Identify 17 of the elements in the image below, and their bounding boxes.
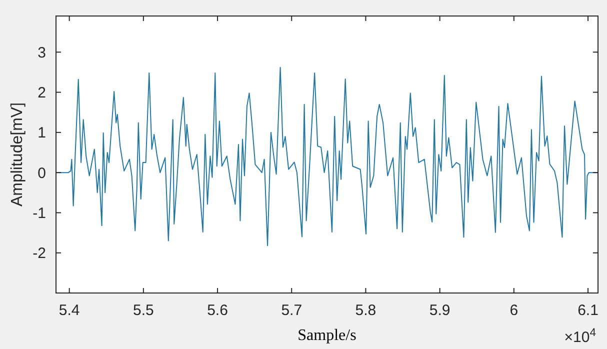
x-tick-label: 6.1	[578, 302, 598, 319]
x-tick-label: 5.9	[429, 302, 450, 319]
x-tick-label: 6	[510, 302, 518, 319]
y-tick-label: 2	[38, 84, 46, 102]
text: ×10$^{4}$	[564, 327, 596, 346]
x-tick-label: 5.6	[207, 302, 228, 319]
x-tick-label: 5.7	[281, 302, 302, 319]
x-axis-title: Sample/s	[298, 327, 356, 344]
x-tick-label: 5.5	[133, 302, 154, 319]
y-tick-label: -1	[32, 204, 46, 222]
y-tick-label: 1	[38, 124, 46, 142]
y-axis-title: Amplitude[mV]	[9, 102, 26, 207]
x-tick-label: 5.8	[355, 302, 376, 319]
y-tick-label: 0	[38, 164, 46, 182]
y-tick-label: 3	[38, 44, 46, 62]
x-tick-label: 5.4	[58, 302, 80, 319]
y-tick-label: -2	[32, 245, 46, 262]
